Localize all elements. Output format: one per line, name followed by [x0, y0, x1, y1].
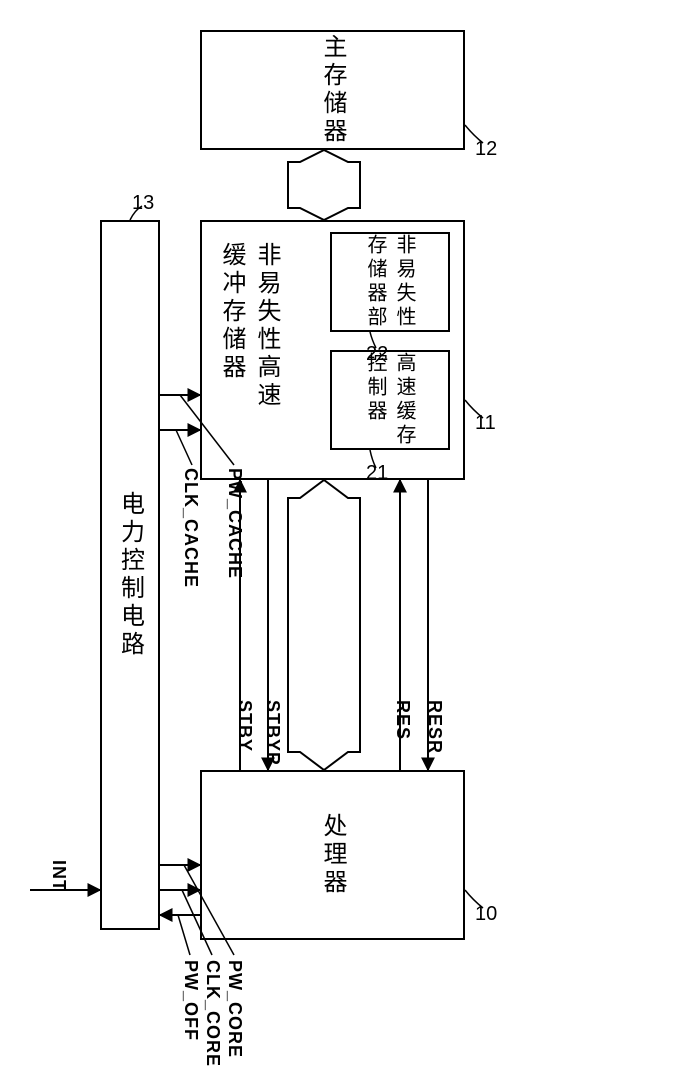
main-memory-label: 主存储器 — [315, 34, 350, 146]
signal-clk-cache: CLK_CACHE — [180, 468, 201, 588]
ref-11: 11 — [475, 412, 496, 435]
ref-21: 21 — [366, 462, 388, 485]
ref-13: 13 — [132, 192, 154, 215]
main-memory-block: 主存储器 — [200, 30, 465, 150]
signal-int: INT — [48, 860, 69, 892]
ref-10: 10 — [475, 903, 497, 926]
ref-15: 15 — [318, 194, 340, 217]
ref-12: 12 — [475, 138, 497, 161]
signal-pw-off: PW_OFF — [180, 960, 201, 1041]
cache-controller-block: 高速缓存 控制器 — [330, 350, 450, 450]
nv-storage-label: 非易失性 存储器部 — [361, 234, 419, 330]
nv-cache-label: 非易失性高速 缓冲存储器 — [214, 242, 284, 462]
power-control-block: 电力控制电路 — [100, 220, 160, 930]
signal-stbyr: STBYR — [262, 700, 283, 766]
ref-22: 22 — [366, 343, 388, 366]
signal-pw-cache: PW_CACHE — [224, 468, 245, 579]
signal-clk-core: CLK_CORE — [202, 960, 223, 1067]
processor-label: 处理器 — [315, 813, 350, 897]
signal-resr: RESR — [424, 700, 445, 754]
ref-14: 14 — [318, 616, 340, 639]
power-control-label: 电力控制电路 — [113, 491, 148, 659]
signal-pw-core: PW_CORE — [224, 960, 245, 1058]
processor-block: 处理器 — [200, 770, 465, 940]
signal-stby: STBY — [234, 700, 255, 752]
signal-res: RES — [392, 700, 413, 740]
cache-controller-label: 高速缓存 控制器 — [361, 352, 419, 448]
nv-storage-block: 非易失性 存储器部 — [330, 232, 450, 332]
